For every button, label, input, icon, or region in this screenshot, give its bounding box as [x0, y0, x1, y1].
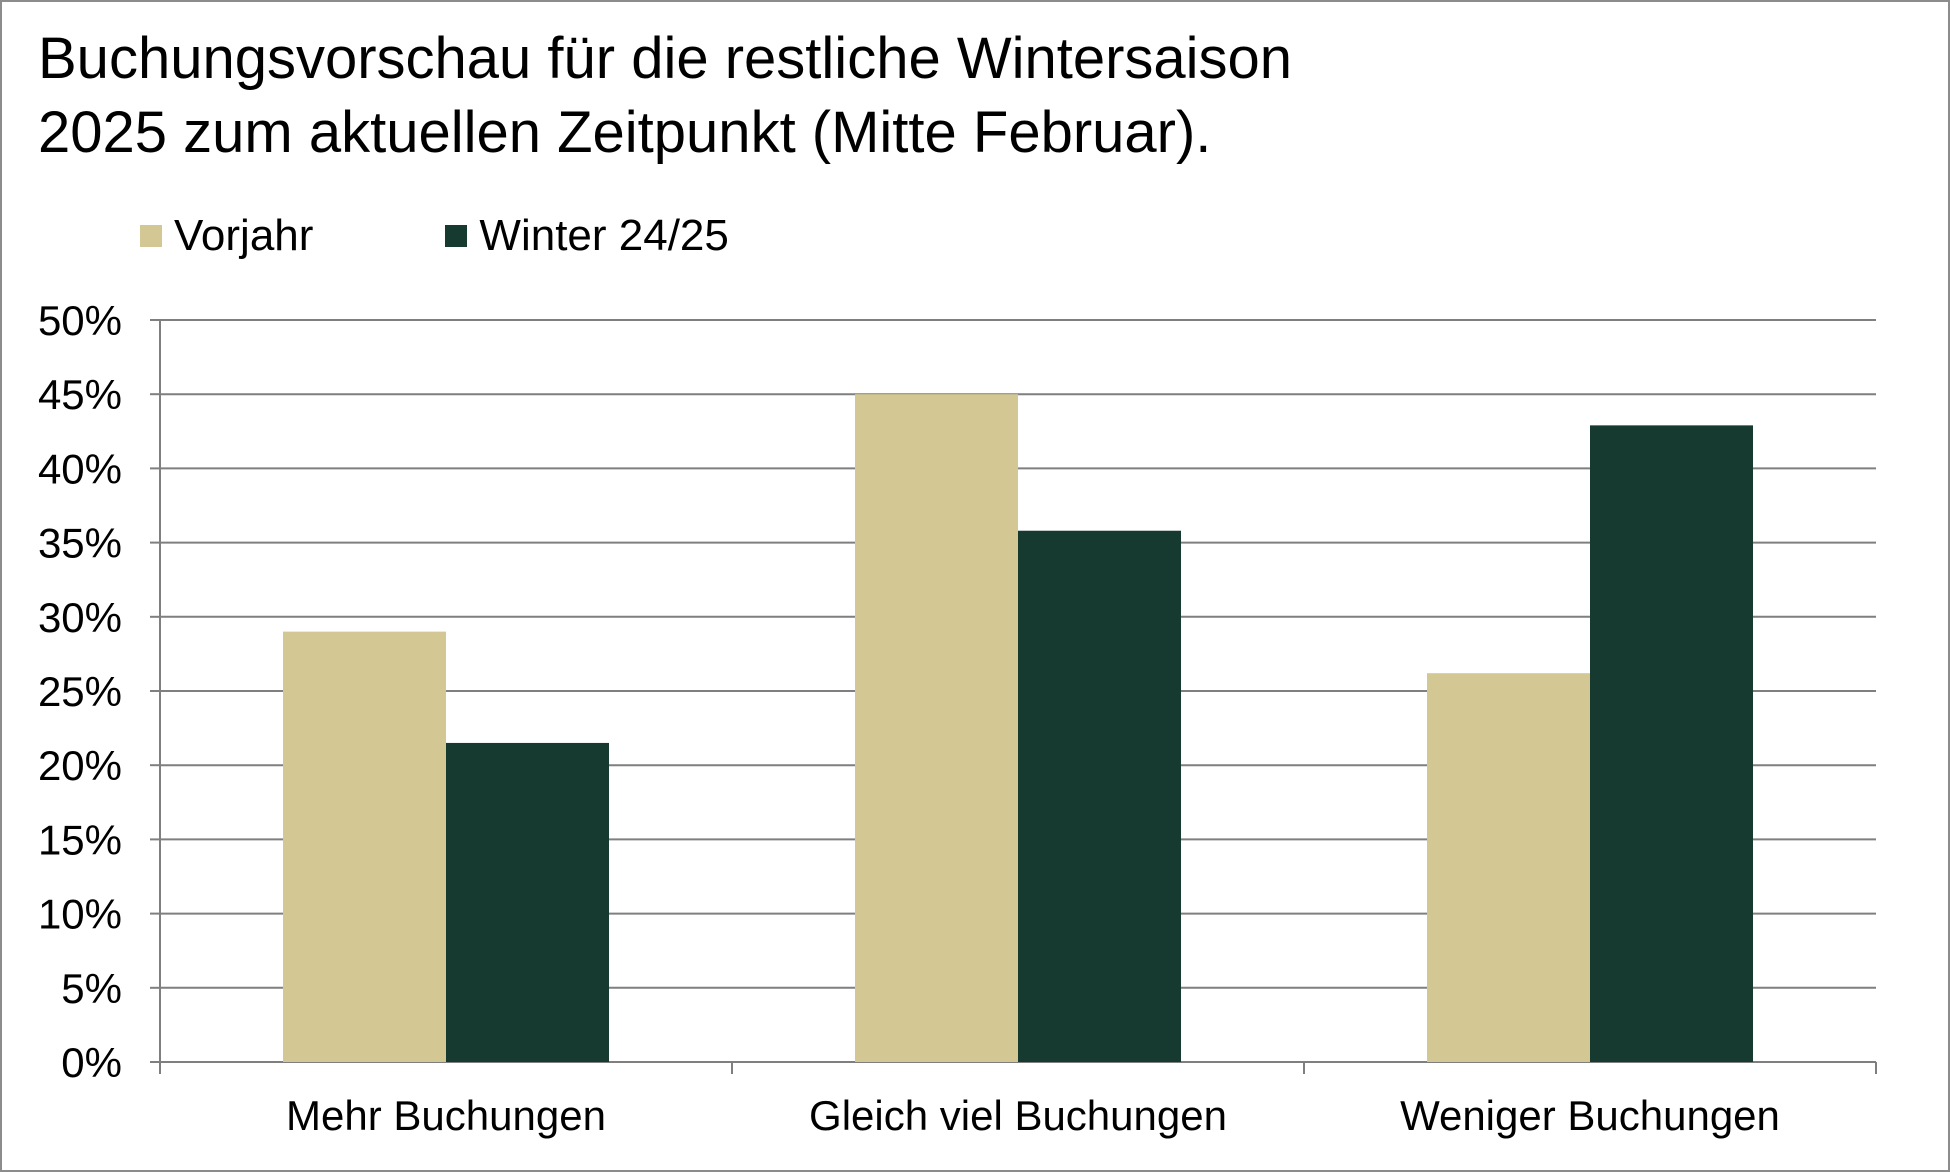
x-tick-label: Weniger Buchungen — [1400, 1092, 1780, 1139]
bar-vorjahr — [1427, 673, 1590, 1062]
bar-vorjahr — [283, 631, 446, 1062]
y-tick-label: 50% — [38, 297, 122, 344]
legend-label-winter: Winter 24/25 — [479, 211, 729, 260]
legend-swatch-vorjahr — [140, 225, 162, 247]
chart-title-line-2: 2025 zum aktuellen Zeitpunkt (Mitte Febr… — [38, 100, 1212, 165]
y-tick-label: 30% — [38, 594, 122, 641]
y-tick-label: 20% — [38, 742, 122, 789]
bar-winter — [446, 742, 609, 1062]
y-tick-label: 0% — [61, 1039, 122, 1086]
chart-legend: Vorjahr Winter 24/25 — [140, 208, 861, 264]
chart-title: Buchungsvorschau für die restliche Winte… — [38, 22, 1292, 170]
chart-title-line-1: Buchungsvorschau für die restliche Winte… — [38, 26, 1293, 91]
x-tick-label: Gleich viel Buchungen — [809, 1092, 1227, 1139]
bar-vorjahr — [855, 394, 1018, 1062]
y-tick-label: 25% — [38, 668, 122, 715]
legend-swatch-winter — [445, 225, 468, 247]
y-tick-label: 45% — [38, 371, 122, 418]
y-tick-label: 15% — [38, 816, 122, 863]
y-tick-label: 35% — [38, 520, 122, 567]
legend-item-winter: Winter 24/25 — [445, 211, 729, 261]
y-tick-label: 10% — [38, 891, 122, 938]
x-tick-label: Mehr Buchungen — [286, 1092, 606, 1139]
legend-item-vorjahr: Vorjahr — [140, 211, 313, 261]
bar-winter — [1018, 530, 1181, 1062]
bar-winter — [1590, 425, 1753, 1062]
y-tick-label: 5% — [61, 965, 122, 1012]
legend-label-vorjahr: Vorjahr — [174, 211, 314, 260]
y-tick-label: 40% — [38, 445, 122, 492]
